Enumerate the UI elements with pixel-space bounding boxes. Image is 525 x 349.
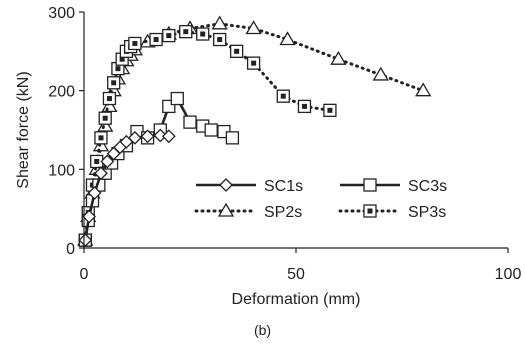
legend-marker [219,178,233,192]
data-point-SP2s [372,66,389,81]
data-point-SC1s [87,186,102,200]
series-SC1s [78,128,176,248]
figure-caption: (b) [253,322,272,338]
y-tick-label: 300 [48,5,75,22]
data-point-SP2s [97,117,114,132]
data-point-SP3s [246,56,261,70]
data-point-SC1s [140,129,155,144]
data-point-SP3s [229,44,244,58]
data-point-SP3s [162,28,176,43]
legend-marker [217,202,235,217]
data-point-SP2s [245,20,262,35]
x-tick-label: 0 [80,266,89,283]
data-point-SC1s [161,129,176,144]
data-point-SP3s [276,89,290,103]
data-point-SP3s [149,32,163,47]
data-point-SP3s [98,111,112,125]
data-point-SP2s [279,31,296,46]
data-point-SC1s [127,130,142,145]
data-point-SC3s [170,91,184,106]
legend-item-SP2s: SP2s [194,202,302,221]
y-axis-label: Shear force (kN) [15,71,32,188]
axes-layer: 0 100 200 300 0 50 100 Deformation (mm) Shear fo… [15,5,521,308]
data-point-SP3s [297,99,312,114]
x-axis-label: Deformation (mm) [232,291,361,308]
legend-label: SP2s [264,204,302,221]
data-point-SP3s [323,103,337,117]
data-point-SC1s [78,233,93,248]
data-point-SP2s [211,15,228,30]
legend-item-SP3s: SP3s [338,204,446,221]
y-tick-label: 100 [48,162,75,179]
data-point-SP3s [179,25,193,39]
legend: SC1s SC3s SP2s SP3s [194,178,447,221]
x-tick-label: 50 [287,266,305,283]
data-point-SP3s [90,154,104,169]
data-point-SC1s [94,166,108,181]
data-point-SP3s [94,131,108,145]
data-point-SP3s [107,76,121,90]
data-point-SC3s [225,131,240,145]
series-layer [77,15,432,248]
data-point-SP2s [415,82,432,97]
data-point-SP3s [196,27,210,41]
data-point-SP3s [102,91,117,106]
legend-label: SC1s [264,178,303,195]
x-tick-label: 100 [495,266,522,283]
y-tick-label: 200 [48,84,75,101]
legend-marker [363,204,377,218]
data-point-SC1s [153,128,168,143]
y-tick-label: 0 [66,241,75,258]
data-point-SP2s [330,50,347,65]
data-point-SC3s [183,115,197,129]
legend-label: SC3s [408,178,447,195]
data-point-SC3s [204,123,218,137]
data-point-SC1s [82,209,97,224]
data-point-SC1s [100,154,115,169]
legend-item-SC1s: SC1s [196,178,303,195]
data-point-SP3s [128,36,142,51]
legend-marker [363,178,377,192]
data-point-SP3s [213,32,227,47]
chart: 0 100 200 300 0 50 100 Deformation (mm) Shear fo… [15,5,521,308]
legend-item-SC3s: SC3s [340,178,447,195]
legend-label: SP3s [408,204,446,221]
